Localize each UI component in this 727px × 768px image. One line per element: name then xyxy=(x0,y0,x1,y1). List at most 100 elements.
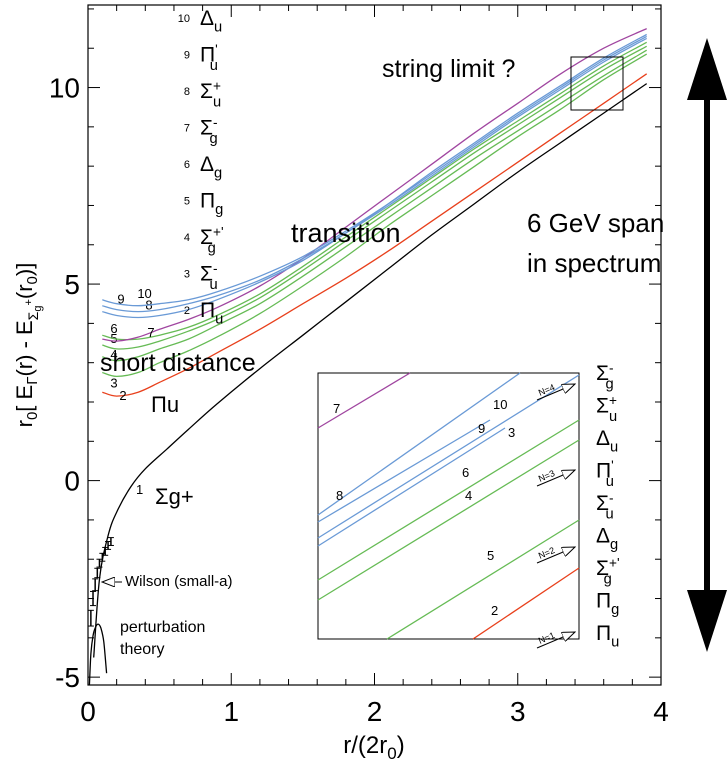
inset-line xyxy=(317,427,506,547)
legend-right-label: Σ+' g xyxy=(596,556,620,588)
axis-ticks xyxy=(87,5,662,685)
series-pi_u xyxy=(102,73,648,397)
inset-line-label: 3 xyxy=(508,425,515,440)
legend-left-number: 5 xyxy=(184,196,190,208)
legend-right: Σ-gΣ+ uΔu Π' uΣ-u Δg Σ+' gΠg Πu xyxy=(596,361,620,651)
inset-arrow xyxy=(536,547,575,564)
x-tick-label: 0 xyxy=(80,696,96,727)
annotation-string-limit: string limit ? xyxy=(382,55,515,83)
inset-line xyxy=(317,439,580,601)
series-number-label: 10 xyxy=(137,286,151,301)
legend-right-label: Πg xyxy=(596,590,619,618)
x-tick-label: 4 xyxy=(653,696,669,727)
inset-line xyxy=(472,567,580,640)
legend-right-label: Π' u xyxy=(596,458,614,490)
legend-left-label: Σ+ u xyxy=(200,79,221,111)
legend-left-label: Σ-u xyxy=(200,261,218,293)
legend-left-number: 8 xyxy=(184,86,190,98)
inset-line-label: 5 xyxy=(487,548,494,563)
x-axis-label: r/(2r0) xyxy=(343,732,404,763)
legend-left-number: 7 xyxy=(184,123,190,135)
inset-line xyxy=(317,372,411,429)
legend-right-label: Σ-u xyxy=(596,491,614,523)
inset-line-label: 4 xyxy=(465,488,472,503)
series-number-label: 7 xyxy=(147,325,154,340)
inset-frame xyxy=(317,372,580,640)
legend-left-number: 6 xyxy=(184,159,190,171)
label-sigma-g-plus: Σg+ xyxy=(155,484,194,509)
inset-arrow xyxy=(536,384,575,401)
x-tick-label: 1 xyxy=(223,696,239,727)
inset-lines: 7 10 9 3 8 6 4 5 2 xyxy=(317,372,580,640)
legend-left-label: Σ-g xyxy=(200,115,218,147)
inset-line xyxy=(317,374,580,539)
annotation-perturbation-line1: perturbation xyxy=(120,619,205,636)
y-tick-label: 10 xyxy=(49,73,80,104)
legend-left-number: 10 xyxy=(178,13,190,25)
inset-line-label: 2 xyxy=(491,603,498,618)
series-sigma_g_plus_prime xyxy=(102,49,648,362)
series-number-label: 2 xyxy=(119,388,126,403)
legend-left-number: 4 xyxy=(184,232,190,244)
series-number-label: 9 xyxy=(117,292,124,307)
legend-left-label: Π' u xyxy=(200,42,218,74)
series-sigma_g_plus xyxy=(93,83,648,658)
label-curve-1: 1 xyxy=(136,482,143,497)
legend-left-label: Σ+' g xyxy=(200,225,224,257)
legend-left-number: 3 xyxy=(184,269,190,281)
svg-text:r0[ EΓ(r) - EΣg+(r0)]: r0[ EΓ(r) - EΣg+(r0)] xyxy=(12,263,44,428)
inset-line xyxy=(317,419,580,581)
label-pi-u: Πu xyxy=(151,392,179,417)
legend-left: 10 Δu 9 Π' u 8 Σ+ u 7 Σ-g 6 Δg 5 Πg 4 Σ+' g 3 Σ-u 2 Πu xyxy=(178,7,224,327)
legend-left-label: Δu xyxy=(200,7,222,35)
legend-right-label: Σ+ u xyxy=(596,393,617,425)
annotation-wilson: Wilson (small-a) xyxy=(125,573,233,590)
inset-line-label: 7 xyxy=(333,401,340,416)
series-number-label: 4 xyxy=(110,347,117,362)
inset: 7 10 9 3 8 6 4 5 2 N=4N=3N=2N=1 xyxy=(317,372,580,649)
legend-left-label: Πu xyxy=(200,299,223,327)
annotation-span-line1: 6 GeV span xyxy=(527,208,664,238)
span-double-arrow xyxy=(687,38,727,652)
inset-line xyxy=(386,519,580,640)
legend-left-number: 9 xyxy=(184,50,190,62)
annotation-short-distance: short distance xyxy=(100,349,256,377)
legend-left-number: 2 xyxy=(184,305,190,317)
annotation-transition: transition xyxy=(291,218,401,248)
series-pi_u_prime_b xyxy=(102,37,648,313)
series-number-label: 6 xyxy=(110,321,117,336)
inset-line-label: 9 xyxy=(478,421,485,436)
string-limit-box xyxy=(570,56,624,111)
series-delta_u xyxy=(102,35,648,307)
legend-right-label: Δg xyxy=(596,525,618,553)
inset-arrows: N=4N=3N=2N=1 xyxy=(536,382,575,649)
legend-left-label: Πg xyxy=(200,190,223,218)
legend-left-label: Δg xyxy=(200,153,222,181)
annotation-perturbation-line2: theory xyxy=(120,641,164,658)
series-pi_g xyxy=(102,45,648,350)
inset-line-label: 10 xyxy=(493,397,507,412)
inset-arrow xyxy=(536,470,575,487)
y-tick-label: 0 xyxy=(64,466,80,497)
legend-right-label: Σ-g xyxy=(596,361,614,393)
wilson-points xyxy=(87,537,114,627)
perturbation-curve xyxy=(88,623,108,686)
series-sigma_u_plus xyxy=(102,28,647,342)
inset-line xyxy=(317,419,491,523)
y-tick-label: -5 xyxy=(55,662,80,693)
inset-line xyxy=(317,372,521,516)
series-delta_g xyxy=(102,41,648,341)
inset-line-label: 8 xyxy=(336,488,343,503)
legend-right-label: Δu xyxy=(596,427,618,455)
series-number-label: 3 xyxy=(110,376,117,391)
legend-right-label: Πu xyxy=(596,622,619,650)
series-pi_u_prime xyxy=(102,33,648,319)
series-sigma_u_minus xyxy=(102,53,648,378)
y-axis-label: r0[ EΓ(r) - EΣg+(r0)] xyxy=(12,263,44,428)
x-tick-label: 3 xyxy=(510,696,526,727)
y-tick-label: 5 xyxy=(64,269,80,300)
x-tick-label: 2 xyxy=(367,696,383,727)
